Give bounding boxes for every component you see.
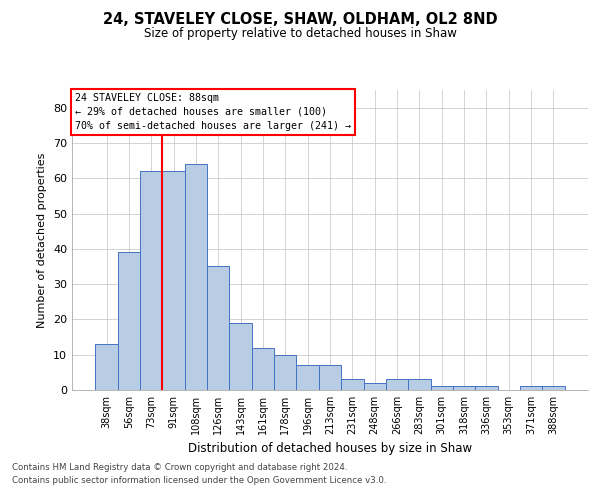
Text: Contains HM Land Registry data © Crown copyright and database right 2024.: Contains HM Land Registry data © Crown c… [12,464,347,472]
X-axis label: Distribution of detached houses by size in Shaw: Distribution of detached houses by size … [188,442,472,456]
Text: 24 STAVELEY CLOSE: 88sqm
← 29% of detached houses are smaller (100)
70% of semi-: 24 STAVELEY CLOSE: 88sqm ← 29% of detach… [74,93,350,131]
Bar [140,171,163,390]
Bar [207,266,229,390]
Bar [163,171,185,390]
Text: Contains public sector information licensed under the Open Government Licence v3: Contains public sector information licen… [12,476,386,485]
Bar [453,386,475,390]
Bar [542,386,565,390]
Bar [274,354,296,390]
Bar [185,164,207,390]
Text: Size of property relative to detached houses in Shaw: Size of property relative to detached ho… [143,28,457,40]
Bar [95,344,118,390]
Bar [296,366,319,390]
Bar [118,252,140,390]
Bar [520,386,542,390]
Bar [475,386,497,390]
Bar [319,366,341,390]
Bar [386,380,408,390]
Bar [364,383,386,390]
Bar [408,380,431,390]
Bar [252,348,274,390]
Text: 24, STAVELEY CLOSE, SHAW, OLDHAM, OL2 8ND: 24, STAVELEY CLOSE, SHAW, OLDHAM, OL2 8N… [103,12,497,28]
Y-axis label: Number of detached properties: Number of detached properties [37,152,47,328]
Bar [341,380,364,390]
Bar [229,323,252,390]
Bar [431,386,453,390]
